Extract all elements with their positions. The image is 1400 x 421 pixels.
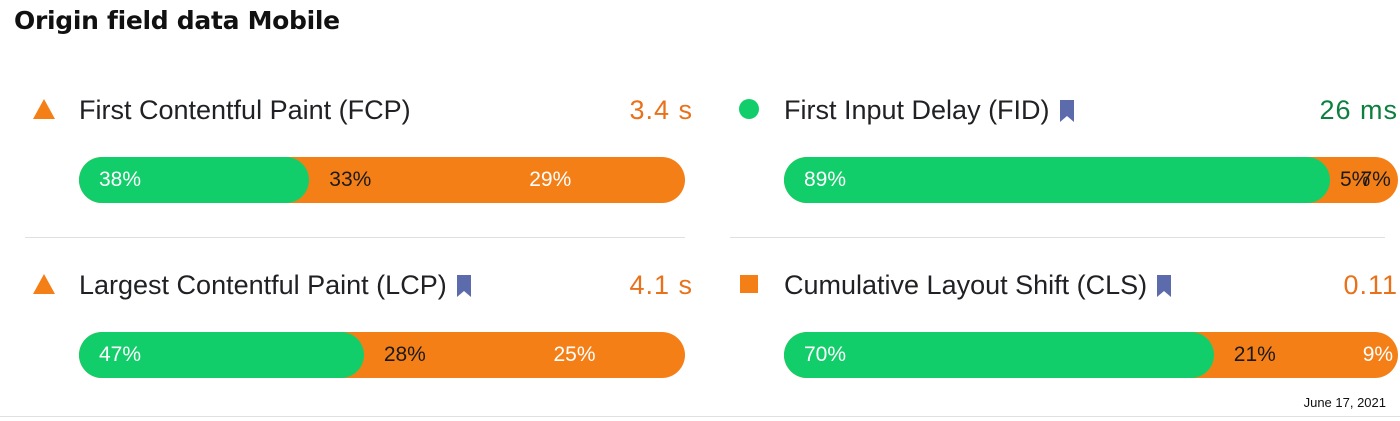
triangle-icon <box>33 274 55 294</box>
distribution-bar: 89% 7% 5% <box>784 157 1398 203</box>
distribution-bar: 47% 28% 25% <box>79 332 685 378</box>
page-title: Origin field data Mobile <box>14 6 340 35</box>
good-percent: 38% <box>99 168 142 191</box>
bookmark-icon[interactable] <box>456 275 471 297</box>
poor-percent: 25% <box>553 343 596 366</box>
good-percent: 47% <box>99 343 142 366</box>
metric-fid: First Input Delay (FID) 26 ms 89% 7% 5% <box>738 90 1398 220</box>
good-segment <box>79 157 310 203</box>
needs-improvement-percent: 33% <box>329 168 372 191</box>
distribution-bar: 38% 33% 29% <box>79 157 685 203</box>
needs-improvement-percent: 7% <box>1360 168 1391 191</box>
poor-percent: 9% <box>1362 343 1394 366</box>
needs-improvement-percent: 28% <box>383 343 426 366</box>
metric-value: 0.11 <box>1343 270 1398 300</box>
metric-header: First Contentful Paint (FCP) 3.4 s <box>33 90 693 130</box>
report-date: June 17, 2021 <box>1303 395 1386 410</box>
metric-name-text: Cumulative Layout Shift (CLS) <box>784 270 1148 300</box>
circle-icon <box>739 99 759 119</box>
poor-percent: 5% <box>1340 168 1371 191</box>
metric-value: 3.4 s <box>629 95 693 125</box>
metric-name: First Contentful Paint (FCP) <box>79 95 411 125</box>
metric-header: Largest Contentful Paint (LCP) 4.1 s <box>33 265 693 305</box>
metric-name-text: First Input Delay (FID) <box>784 95 1050 125</box>
metric-name: First Input Delay (FID) <box>784 90 1074 130</box>
metric-name: Largest Contentful Paint (LCP) <box>79 265 471 305</box>
metric-value: 4.1 s <box>629 270 693 300</box>
bottom-divider <box>0 416 1400 417</box>
metric-lcp: Largest Contentful Paint (LCP) 4.1 s 47%… <box>33 265 693 395</box>
metric-value: 26 ms <box>1319 95 1398 125</box>
bookmark-icon[interactable] <box>1059 100 1074 122</box>
divider <box>25 237 685 238</box>
distribution-bar: 70% 21% 9% <box>784 332 1398 378</box>
good-percent: 89% <box>804 168 847 191</box>
square-icon <box>740 275 758 293</box>
good-percent: 70% <box>804 343 847 366</box>
metric-name: Cumulative Layout Shift (CLS) <box>784 265 1172 305</box>
triangle-icon <box>33 99 55 119</box>
bookmark-icon[interactable] <box>1157 275 1172 297</box>
metric-header: First Input Delay (FID) 26 ms <box>738 90 1398 130</box>
metric-cls: Cumulative Layout Shift (CLS) 0.11 70% 2… <box>738 265 1398 395</box>
metric-name-text: Largest Contentful Paint (LCP) <box>79 270 447 300</box>
poor-percent: 29% <box>529 168 572 191</box>
good-segment <box>784 157 1331 203</box>
needs-improvement-percent: 21% <box>1233 343 1276 366</box>
metric-fcp: First Contentful Paint (FCP) 3.4 s 38% 3… <box>33 90 693 220</box>
good-segment <box>784 332 1214 378</box>
divider <box>730 237 1385 238</box>
metric-header: Cumulative Layout Shift (CLS) 0.11 <box>738 265 1398 305</box>
good-segment <box>79 332 364 378</box>
